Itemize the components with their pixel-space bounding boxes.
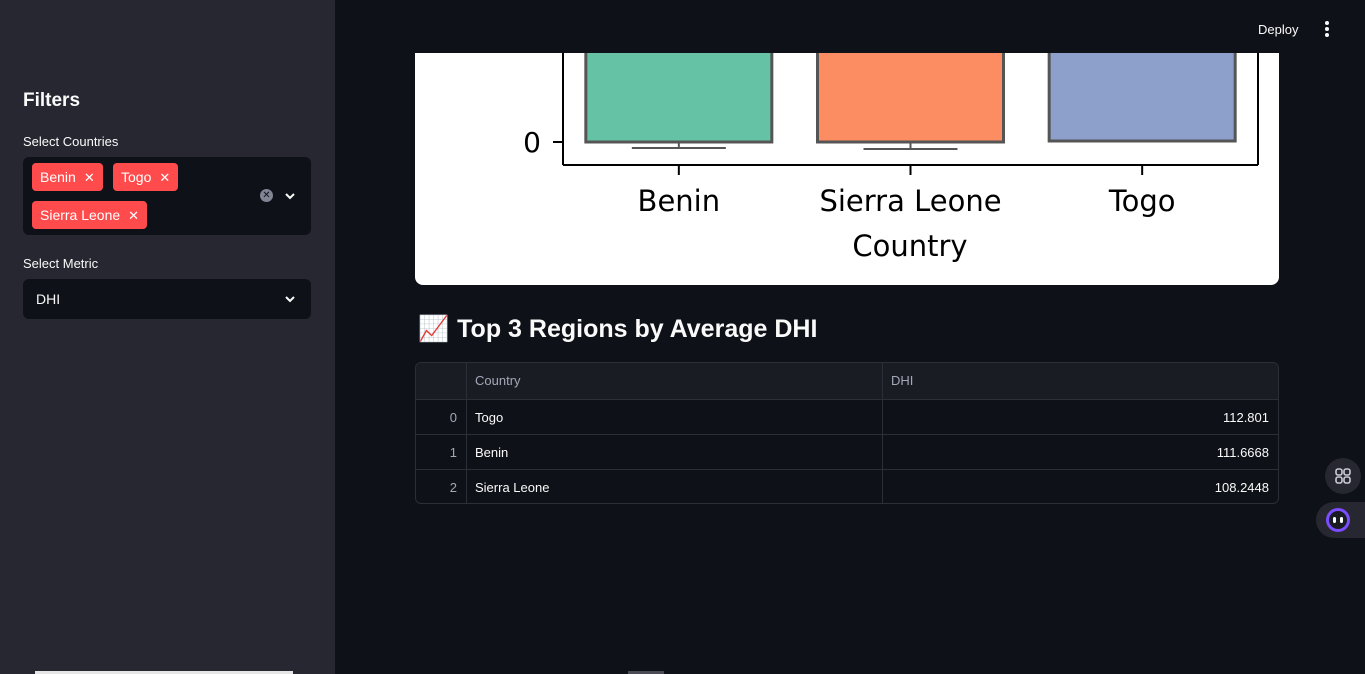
countries-label: Select Countries xyxy=(23,134,119,149)
horizontal-scrollbar[interactable] xyxy=(628,671,664,674)
deploy-button[interactable]: Deploy xyxy=(1258,22,1299,37)
apps-button[interactable] xyxy=(1325,458,1361,494)
country-tag-sierra-leone: Sierra Leone ✕ xyxy=(32,201,148,229)
x-tick-label-benin: Benin xyxy=(638,184,721,218)
index-header[interactable] xyxy=(416,363,467,399)
row-country: Benin xyxy=(467,435,883,469)
sidebar: Filters Select Countries Benin ✕ Togo ✕ Si… xyxy=(0,0,335,674)
assistant-bot-icon xyxy=(1326,508,1350,532)
assistant-button[interactable] xyxy=(1316,502,1365,538)
x-axis-label: Country xyxy=(852,229,967,263)
table-row[interactable]: 2 Sierra Leone 108.2448 xyxy=(416,469,1278,503)
chart-svg: 0 Benin Sierra Leone Togo Country xyxy=(523,53,1259,263)
section-title-text: Top 3 Regions by Average DHI xyxy=(457,315,818,343)
y-tick-label-0: 0 xyxy=(523,126,541,159)
sidebar-title: Filters xyxy=(23,90,81,111)
row-index: 1 xyxy=(416,435,467,469)
row-value: 111.6668 xyxy=(1216,445,1269,460)
remove-tag-icon[interactable]: ✕ xyxy=(128,208,140,223)
country-tag-togo: Togo ✕ xyxy=(113,163,179,191)
metric-label: Select Metric xyxy=(23,256,99,271)
country-tag-benin: Benin ✕ xyxy=(32,163,103,191)
table-row[interactable]: 1 Benin 111.6668 xyxy=(416,434,1278,469)
tag-label: Togo xyxy=(121,169,152,185)
chart-increasing-icon: 📈 xyxy=(418,314,450,343)
box-sierra-leone xyxy=(816,53,1005,144)
tag-label: Sierra Leone xyxy=(40,207,121,223)
countries-multiselect[interactable]: Benin ✕ Togo ✕ Sierra Leone ✕ ✕ xyxy=(23,157,311,235)
remove-tag-icon[interactable]: ✕ xyxy=(159,170,171,185)
x-tick-label-togo: Togo xyxy=(1108,184,1176,218)
section-title: 📈 Top 3 Regions by Average DHI xyxy=(418,314,817,344)
tag-label: Benin xyxy=(40,169,76,185)
row-value: 112.801 xyxy=(1222,410,1269,425)
box-togo xyxy=(1047,53,1237,143)
x-tick-label-sierra-leone: Sierra Leone xyxy=(819,184,1001,218)
metric-header[interactable]: DHI xyxy=(891,373,914,388)
row-value: 108.2448 xyxy=(1214,480,1269,495)
row-country: Sierra Leone xyxy=(467,470,883,503)
boxplot-chart: 0 Benin Sierra Leone Togo Country xyxy=(415,53,1279,285)
metric-value: DHI xyxy=(36,291,61,307)
metric-select[interactable]: DHI xyxy=(23,279,311,319)
row-country: Togo xyxy=(467,400,883,434)
data-table[interactable]: Country DHI 0 Togo 112.801 1 Benin 111.6… xyxy=(415,362,1279,504)
chevron-down-icon[interactable] xyxy=(284,190,296,202)
chevron-down-icon[interactable] xyxy=(284,293,296,305)
sidebar-scrollbar[interactable] xyxy=(35,671,293,674)
country-header[interactable]: Country xyxy=(467,363,883,399)
remove-tag-icon[interactable]: ✕ xyxy=(83,170,95,185)
table-row[interactable]: 0 Togo 112.801 xyxy=(416,399,1278,434)
grid-icon xyxy=(1335,468,1351,484)
row-index: 0 xyxy=(416,400,467,434)
row-index: 2 xyxy=(416,470,467,503)
box-benin xyxy=(584,53,774,144)
main-menu-icon[interactable] xyxy=(1320,20,1334,38)
table-header: Country DHI xyxy=(416,363,1278,399)
clear-all-icon[interactable]: ✕ xyxy=(260,189,273,202)
